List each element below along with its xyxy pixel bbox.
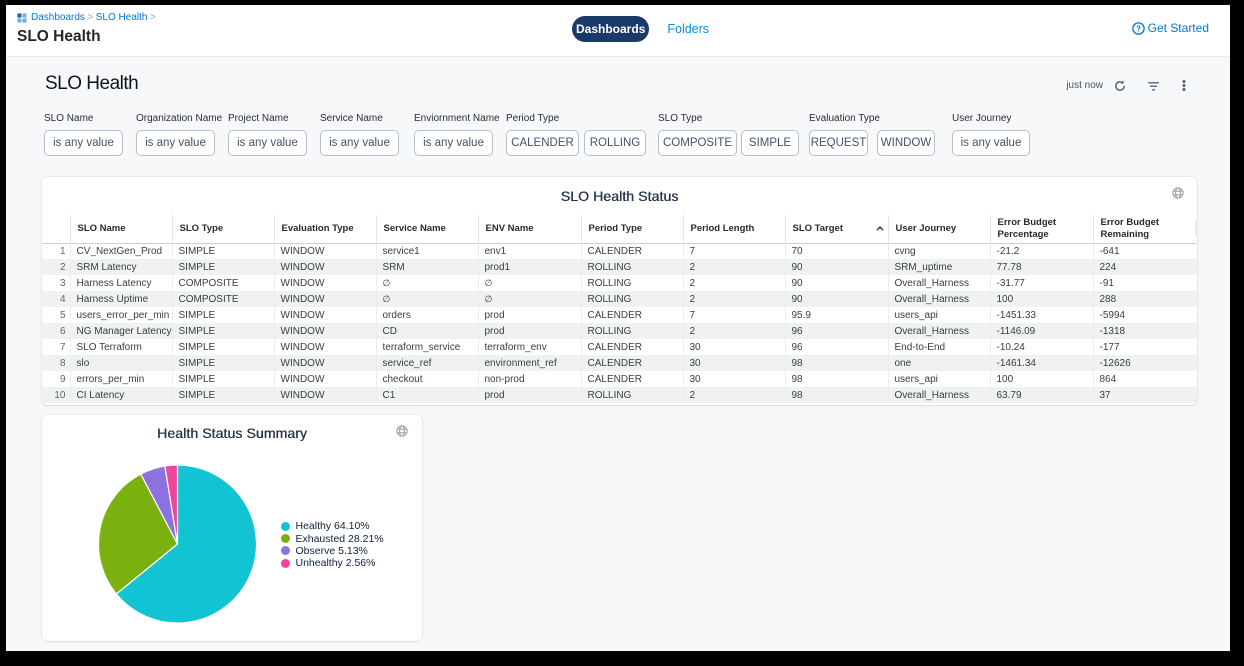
svg-text:?: ? [1136,24,1141,33]
